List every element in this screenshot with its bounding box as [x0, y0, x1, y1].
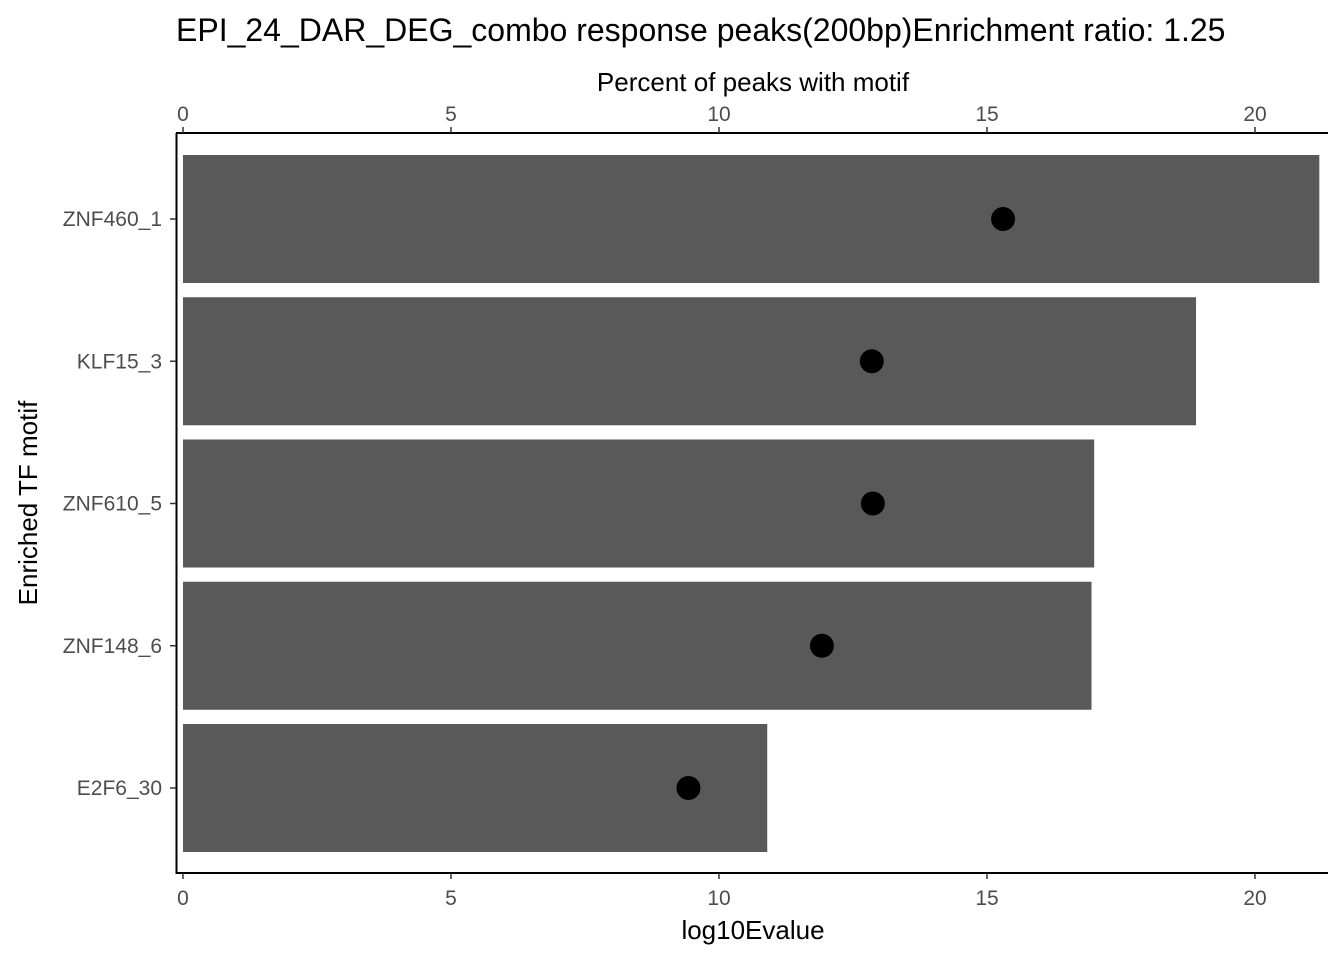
bar-klf15-3: [183, 297, 1197, 426]
bottom-tick-label-15: 15: [975, 887, 998, 910]
y-tick-label-e2f6-30: E2F6_30: [77, 777, 162, 800]
bar-e2f6-30: [183, 723, 768, 853]
point-znf610-5: [860, 491, 885, 516]
bottom-tick-label-0: 0: [177, 887, 189, 910]
point-e2f6-30: [676, 776, 701, 800]
bar-znf460-1: [183, 154, 1320, 284]
bottom-axis-title: log10Evalue: [681, 915, 824, 945]
top-tick-label-5: 5: [445, 103, 457, 126]
bars-layer: [183, 154, 1320, 853]
top-tick-label-0: 0: [177, 103, 189, 126]
point-klf15-3: [859, 349, 884, 374]
points-layer: [676, 207, 1016, 800]
point-znf148-6: [809, 633, 834, 658]
bottom-tick-label-5: 5: [445, 887, 457, 910]
top-tick-label-10: 10: [707, 103, 730, 126]
top-tick-label-20: 20: [1243, 103, 1266, 126]
bar-znf610-5: [183, 439, 1095, 568]
y-tick-label-znf610-5: ZNF610_5: [63, 493, 162, 516]
point-znf460-1: [991, 207, 1016, 231]
y-tick-label-klf15-3: KLF15_3: [77, 350, 162, 373]
top-axis-title: Percent of peaks with motif: [597, 67, 910, 97]
chart-title: EPI_24_DAR_DEG_combo response peaks(200b…: [176, 12, 1225, 48]
y-axis-title: Enriched TF motif: [13, 400, 43, 605]
top-tick-label-15: 15: [975, 103, 998, 126]
bar-znf148-6: [183, 581, 1092, 710]
y-tick-label-znf148-6: ZNF148_6: [63, 635, 162, 658]
bottom-tick-label-20: 20: [1243, 887, 1266, 910]
top-axis: 0 5 10 15 20: [177, 103, 1267, 133]
bottom-tick-label-10: 10: [707, 887, 730, 910]
y-tick-label-znf460-1: ZNF460_1: [63, 208, 162, 231]
bottom-axis: 0 5 10 15 20: [177, 873, 1267, 910]
y-axis: ZNF460_1 KLF15_3 ZNF610_5 ZNF148_6 E2F6_30: [63, 208, 176, 800]
